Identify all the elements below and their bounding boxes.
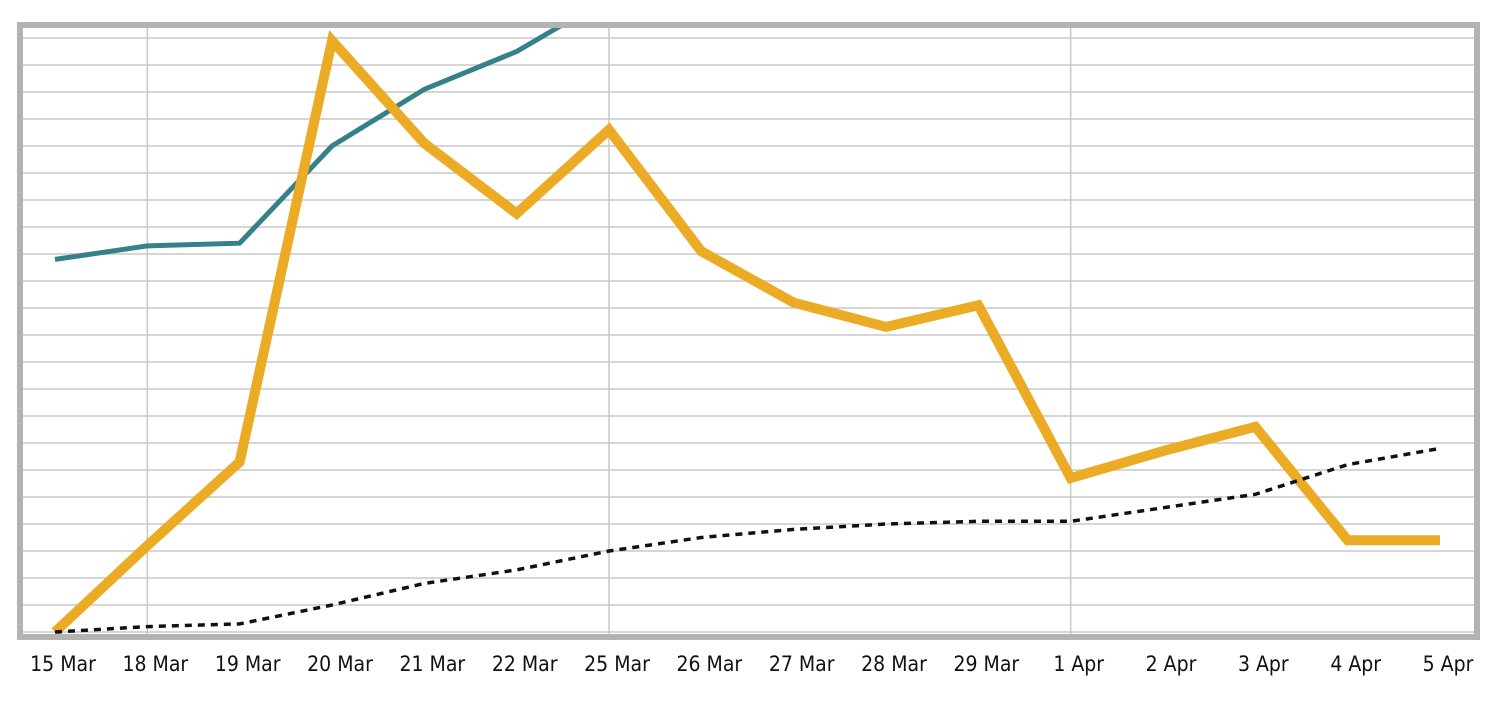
x-tick-label: 25 Mar (584, 652, 650, 676)
plot-lines (51, 28, 1441, 634)
x-tick-label: 29 Mar (953, 652, 1019, 676)
x-tick-label: 28 Mar (861, 652, 927, 676)
grid (23, 28, 1474, 634)
x-tick-label: 27 Mar (769, 652, 835, 676)
x-tick-label: 2 Apr (1146, 652, 1197, 676)
x-tick-label: 15 Mar (30, 652, 96, 676)
x-tick-label: 1 Apr (1053, 652, 1104, 676)
x-tick-label: 26 Mar (676, 652, 742, 676)
x-tick-label: 21 Mar (399, 652, 465, 676)
x-tick-label: 3 Apr (1238, 652, 1289, 676)
plot-frame (17, 22, 1480, 640)
x-axis: 15 Mar 18 Mar 19 Mar 20 Mar 21 Mar 22 Mar 25 M… (30, 652, 1473, 676)
x-tick-label: 4 Apr (1330, 652, 1381, 676)
x-tick-label: 20 Mar (307, 652, 373, 676)
x-tick-label: 18 Mar (122, 652, 188, 676)
x-tick-label: 5 Apr (1423, 652, 1474, 676)
x-tick-label: 22 Mar (492, 652, 558, 676)
series-line (54, 28, 562, 262)
x-tick-label: 19 Mar (215, 652, 281, 676)
series-line (51, 30, 1440, 634)
